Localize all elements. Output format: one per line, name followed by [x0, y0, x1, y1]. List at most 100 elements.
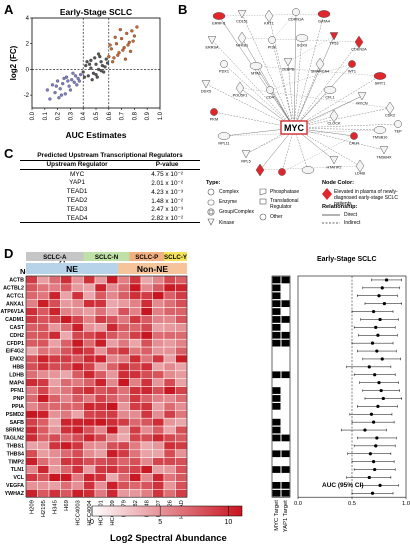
heatmap-cell [117, 386, 130, 395]
network-node-3 [292, 8, 300, 16]
edge-myc-30 [259, 127, 295, 171]
legend-line-styles [322, 214, 340, 224]
scatter-point-s2-7 [125, 31, 129, 36]
heatmap-cell [175, 362, 188, 372]
edge-aux-3 [271, 11, 297, 41]
heatmap-cell [48, 275, 61, 285]
heatmap-cell [106, 489, 119, 498]
edge-myc-12 [255, 65, 295, 129]
heatmap-cell [25, 489, 38, 498]
scatter-point-s0-14 [79, 72, 83, 77]
network-node-20 [323, 86, 337, 94]
heatmap-cell [129, 481, 142, 490]
heatmap-cell [83, 370, 96, 379]
yap1-target-mark [281, 482, 290, 489]
heatmap-cell [129, 417, 142, 427]
scatter-point-s0-3 [53, 90, 57, 95]
network-node-25 [241, 150, 251, 159]
x-tick-label-6: 0.6 [107, 111, 113, 120]
regulators-table: Predicted Upstream Transcriptional Regul… [20, 152, 200, 223]
heatmap-cell [117, 394, 130, 403]
heatmap-cell [71, 449, 84, 458]
scatter-point-s0-12 [73, 74, 78, 78]
heatmap-cell [175, 417, 188, 427]
scatter-point-s1-4 [91, 71, 96, 75]
heatmap-cell [140, 386, 153, 395]
heatmap-cell [140, 338, 153, 348]
heatmap-cell [163, 473, 176, 482]
heatmap-cell [140, 354, 153, 364]
heatmap-cell [117, 402, 130, 411]
heatmap-cell [129, 323, 142, 332]
heatmap-cell [175, 283, 188, 293]
legend-kinase-icon [207, 218, 215, 226]
heatmap-cell [94, 449, 107, 458]
heatmap-cell [48, 489, 61, 498]
edge-myc-13 [287, 61, 295, 129]
heatmap-cell [175, 465, 188, 474]
forest-point [378, 483, 382, 487]
heatmap-cell [152, 465, 165, 474]
heatmap-cell [48, 323, 61, 332]
heatmap-cell [25, 417, 38, 427]
heatmap-cell [106, 283, 119, 293]
network-node-12 [249, 62, 263, 70]
regulator-name: TEAD4 [66, 214, 88, 222]
network-node-label-7: PI3K [268, 46, 277, 50]
myc-center-label: MYC [284, 123, 305, 133]
network-node-label-2: KRT1 [264, 22, 274, 26]
regulators-table-header: Upstream Regulator P-value [20, 161, 200, 170]
heatmap-cell [71, 307, 84, 316]
heatmap-cell [71, 402, 84, 411]
heatmap-cell [25, 338, 38, 348]
scatter-point-s1-19 [105, 61, 110, 65]
heatmap-cell [60, 433, 73, 443]
heatmap-cell [83, 346, 96, 356]
heatmap-cell [83, 425, 96, 435]
subtype-bar-1 [83, 252, 130, 261]
myc-center-node [280, 120, 308, 135]
network-node-label-33: HTATIP2 [326, 166, 341, 170]
heatmap-cell [71, 394, 84, 403]
edge-aux-18 [239, 87, 391, 109]
heatmap-cell [83, 417, 96, 427]
colorbar [91, 505, 243, 517]
heatmap-cell [163, 338, 176, 348]
network-node-label-19: CD4 [266, 96, 274, 100]
heatmap-cell [60, 441, 73, 451]
colorbar-tick-label-0: 0 [90, 519, 94, 526]
heatmap-cell [117, 457, 130, 466]
heatmap-cell [48, 283, 61, 293]
heatmap-cell [129, 410, 142, 419]
heatmap-cell [83, 307, 96, 316]
scatter-point-s2-15 [131, 39, 135, 43]
myc-target-mark [272, 434, 281, 442]
heatmap-cell [175, 425, 188, 435]
heatmap-cell [48, 370, 61, 379]
heatmap-cell [71, 457, 84, 466]
y-tick-label-0: -2 [24, 93, 30, 99]
heatmap-cell [60, 425, 73, 435]
heatmap-cell [94, 323, 107, 332]
network-node-label-14: SMARCA4 [311, 70, 329, 74]
edge-myc-2 [268, 15, 295, 129]
subtype-label-2: SCLC-P [135, 254, 158, 261]
gene-label: CADM1 [5, 317, 24, 323]
myc-target-mark [272, 331, 281, 339]
heatmap-cell [163, 346, 176, 356]
scatter-point-s2-6 [122, 45, 126, 50]
edge-myc-6 [241, 37, 295, 129]
heatmap-cell [94, 425, 107, 435]
heatmap-cell [60, 346, 73, 356]
regulator-name: TEAD1 [66, 188, 88, 196]
network-node-32 [301, 166, 315, 174]
heatmap-cell [175, 378, 188, 387]
scatter-point-s1-10 [85, 60, 89, 64]
regulator-row: YAP1 2.01 x 10⁻² [20, 179, 200, 188]
heatmap-cell [37, 457, 50, 466]
yap1-target-mark [281, 466, 290, 473]
heatmap-cell [71, 441, 84, 451]
network-node-30 [255, 163, 265, 176]
regulator-row: MYC 4.75 x 10⁻² [20, 169, 200, 179]
heatmap-cell [37, 417, 50, 427]
